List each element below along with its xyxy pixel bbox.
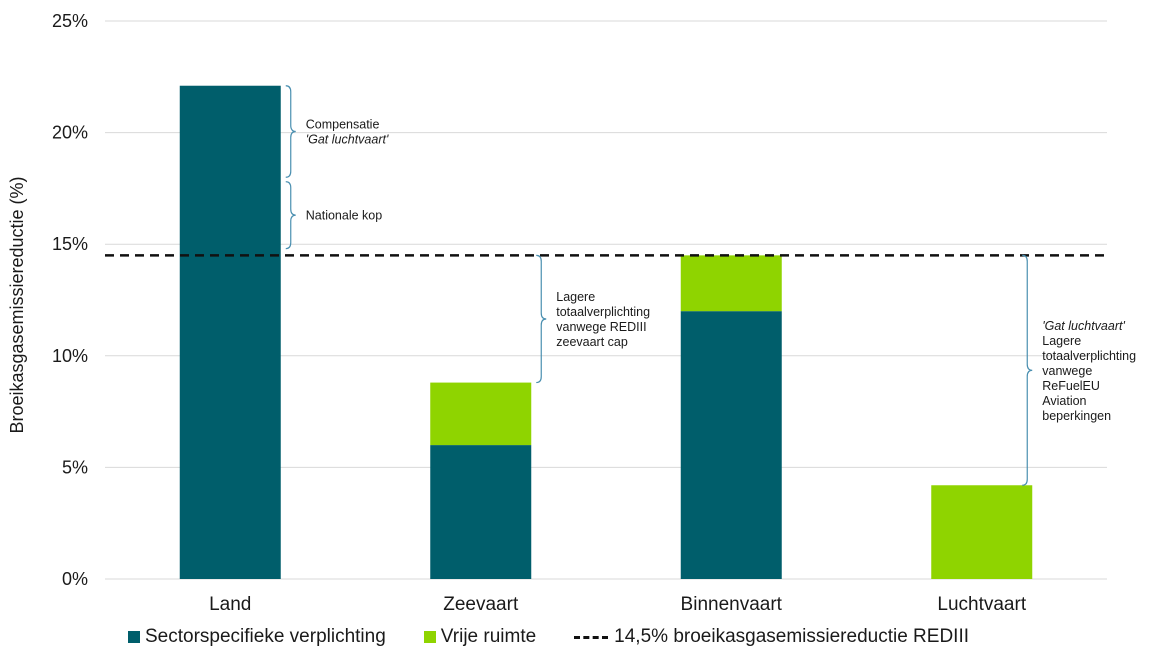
annotation-text: Lagere totaalverplichting vanwege REDIII ze…: [556, 290, 650, 349]
bars: [179, 85, 1033, 579]
legend-swatch-reference-line: [574, 635, 609, 639]
y-tick-label: 5%: [62, 457, 88, 477]
y-axis-label: Broeikasgasemissiereductie (%): [7, 176, 27, 433]
category-label: Land: [209, 594, 251, 615]
y-tick-label: 0%: [62, 569, 88, 589]
bar-sector: [179, 85, 281, 579]
annotations: Compensatie 'Gat luchtvaart' Nationale kop…: [285, 85, 1136, 486]
annotation-brace: [285, 181, 296, 250]
annotation-text: 'Gat luchtvaart' Lagere totaalverplichting…: [1042, 319, 1136, 423]
annotation-brace: [1022, 254, 1033, 486]
legend-item-sector: Sectorspecifieke verplichting: [128, 626, 386, 648]
chart: 0% 5% 10% 15% 20% 25% Broeikasgasemissiereduc…: [7, 11, 1136, 615]
category-label: Zeevaart: [443, 594, 519, 615]
legend: Sectorspecifieke verplichting Vrije ruim…: [128, 626, 1007, 648]
category-label: Binnenvaart: [681, 594, 783, 615]
y-tick-label: 10%: [52, 346, 88, 366]
legend-label-sector: Sectorspecifieke verplichting: [145, 626, 386, 647]
y-tick-label: 20%: [52, 123, 88, 143]
bar-vrije-ruimte: [931, 485, 1033, 579]
y-tick-label: 15%: [52, 234, 88, 254]
bar-vrije-ruimte: [430, 382, 532, 446]
legend-swatch-vrije-ruimte: [423, 631, 436, 643]
bar-sector: [680, 311, 782, 579]
legend-label-vrije-ruimte: Vrije ruimte: [440, 626, 537, 647]
annotation-text: Nationale kop: [306, 209, 382, 223]
legend-swatch-sector: [128, 631, 140, 643]
legend-item-reference-line: 14,5% broeikasgasemissiereductie REDIII: [574, 626, 969, 648]
y-tick-label: 25%: [52, 11, 88, 31]
category-label: Luchtvaart: [937, 594, 1026, 615]
annotation-brace: [536, 254, 547, 384]
category-labels: Land Zeevaart Binnenvaart Luchtvaart: [209, 594, 1027, 615]
bar-sector: [430, 445, 532, 579]
annotation-text: Compensatie 'Gat luchtvaart': [306, 117, 389, 146]
annotation-brace: [285, 85, 296, 178]
legend-item-vrije-ruimte: Vrije ruimte: [423, 626, 537, 648]
bar-vrije-ruimte: [680, 255, 782, 312]
y-axis-ticks: 0% 5% 10% 15% 20% 25%: [52, 11, 88, 589]
legend-label-reference-line: 14,5% broeikasgasemissiereductie REDIII: [614, 626, 970, 647]
